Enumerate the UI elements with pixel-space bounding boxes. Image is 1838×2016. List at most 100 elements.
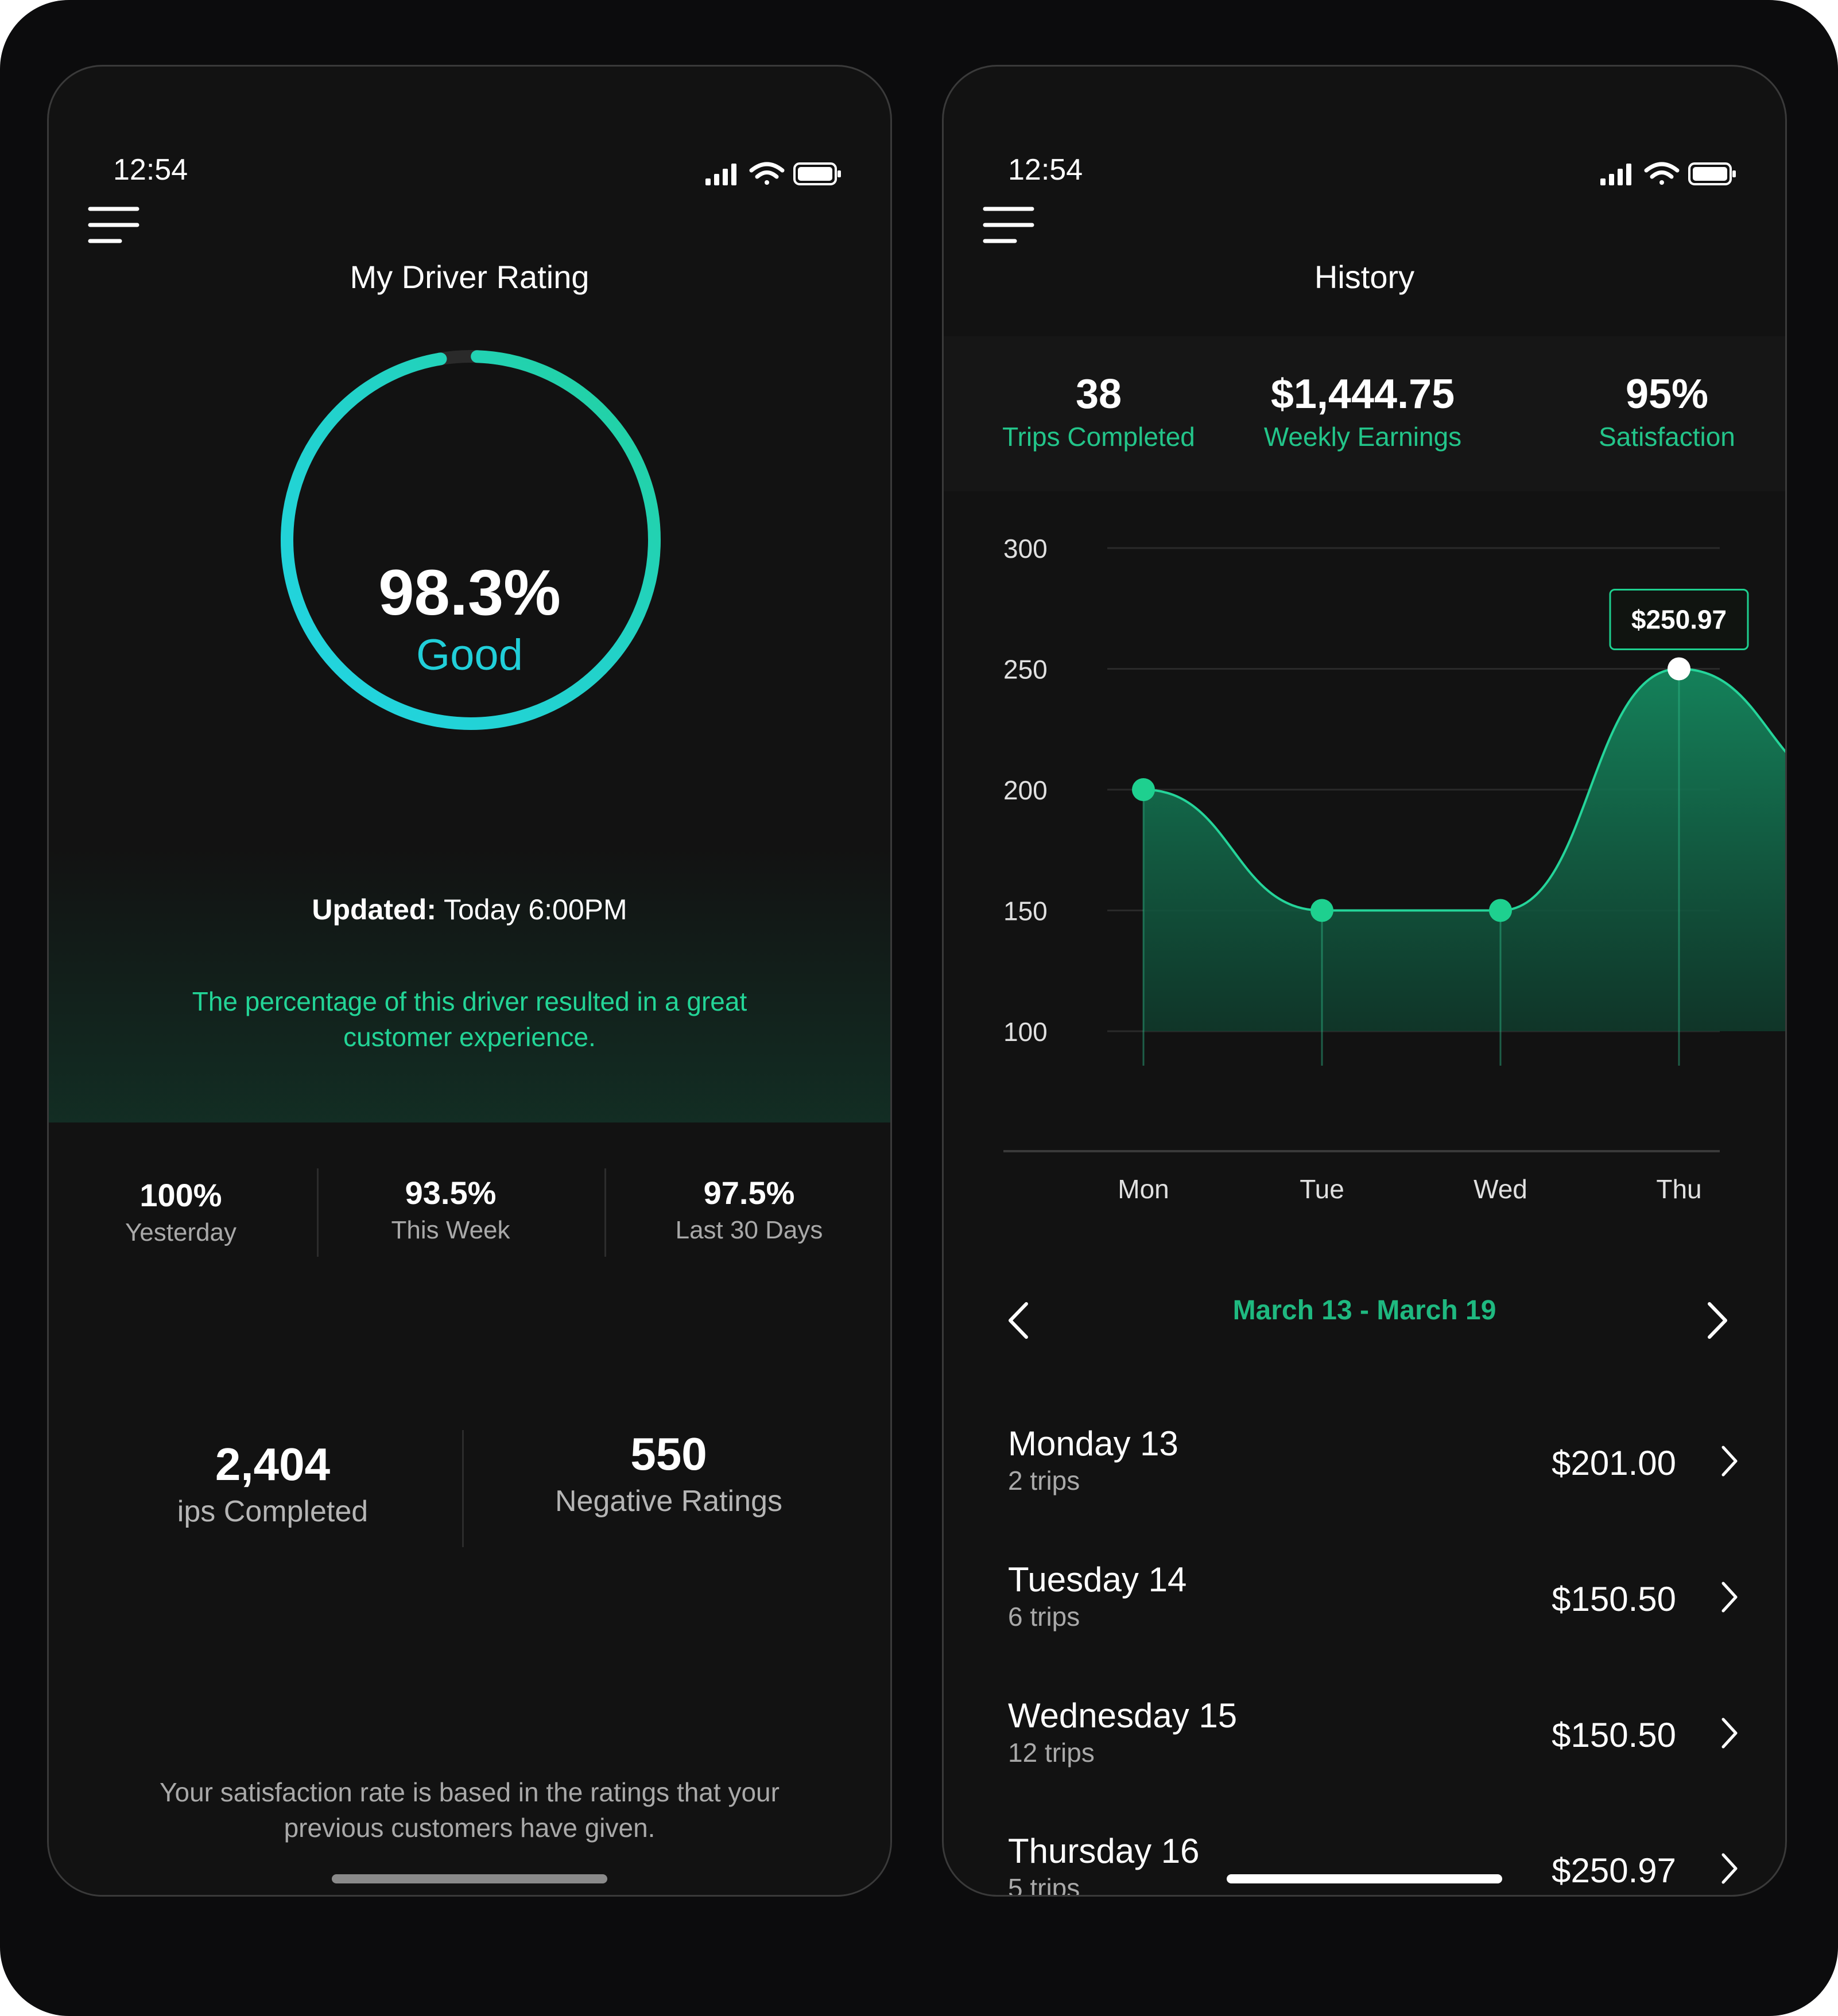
wifi-icon (1644, 162, 1680, 185)
day-trips: 6 trips (1008, 1602, 1080, 1632)
data-point (1310, 899, 1333, 922)
stat-last-30-days: 97.5% Last 30 Days (634, 1174, 864, 1245)
total-value: 550 (630, 1428, 707, 1479)
day-trips: 2 trips (1008, 1466, 1080, 1496)
x-tick-label: Tue (1300, 1174, 1344, 1204)
rating-description: The percentage of this driver resulted i… (192, 986, 747, 1052)
day-trips: 5 trips (1008, 1873, 1080, 1897)
highlighted-point (1668, 657, 1690, 681)
day-amount: $150.50 (1552, 1716, 1676, 1754)
stat-value: 97.5% (703, 1175, 795, 1211)
week-navigation (944, 1277, 1785, 1339)
kpi-weekly-earnings: $1,444.75 Weekly Earnings (1242, 371, 1483, 452)
chevron-right-icon (1721, 1582, 1738, 1613)
updated-value: Today 6:00PM (444, 894, 627, 926)
chevron-right-icon (1721, 1718, 1738, 1749)
day-amount: $201.00 (1552, 1444, 1676, 1482)
area-fill (1143, 669, 1785, 1031)
day-name: Monday 13 (1008, 1424, 1178, 1463)
stat-label: This Week (391, 1216, 510, 1244)
driver-rating-screen: 12:54 (47, 65, 892, 1897)
status-icons (705, 162, 841, 185)
y-tick-label: 300 (1003, 534, 1048, 564)
kpi-satisfaction: 95% Satisfaction (1575, 371, 1759, 452)
total-trips-completed: 2,404 ips Completed (129, 1438, 416, 1529)
stat-yesterday: 100% Yesterday (83, 1176, 278, 1247)
updated-text: Updated: Today 6:00PM (49, 893, 890, 926)
status-time: 12:54 (113, 153, 188, 187)
battery-icon (793, 162, 841, 185)
tooltip-box (1609, 589, 1749, 650)
rating-gauge (281, 350, 661, 730)
day-row-wednesday[interactable]: Wednesday 15 12 trips $150.50 (1008, 1696, 1739, 1805)
kpi-label: Satisfaction (1599, 422, 1735, 452)
menu-icon[interactable] (88, 202, 143, 248)
home-indicator[interactable] (332, 1874, 607, 1883)
total-label: ips Completed (177, 1495, 369, 1528)
wifi-icon (749, 162, 785, 185)
stat-label: Yesterday (125, 1218, 237, 1246)
x-tick-label: Mon (1118, 1174, 1169, 1204)
tooltip: $250.97 (1609, 589, 1749, 650)
history-screen: 12:54 (942, 65, 1787, 1897)
kpi-value: 38 (1075, 371, 1122, 417)
stat-value: 93.5% (405, 1175, 497, 1211)
description-glow (49, 847, 890, 1122)
day-row-tuesday[interactable]: Tuesday 14 6 trips $150.50 (1008, 1560, 1739, 1669)
chart-y-labels: 300 250 200 150 100 (1003, 534, 1048, 1047)
day-amount: $150.50 (1552, 1580, 1676, 1618)
gauge-progress-arc (281, 350, 661, 730)
chevron-left-icon[interactable] (1007, 1300, 1030, 1341)
data-point (1132, 778, 1155, 801)
day-row-thursday[interactable]: Thursday 16 5 trips $250.97 (1008, 1831, 1739, 1897)
total-negative-ratings: 550 Negative Ratings (508, 1428, 829, 1518)
stat-label: Last 30 Days (675, 1216, 823, 1244)
kpi-value: 95% (1625, 371, 1709, 417)
kpi-label: Weekly Earnings (1263, 422, 1462, 452)
kpi-label: Trips Completed (1002, 422, 1195, 452)
chart-points-layer: $250.97 (1132, 589, 1749, 922)
y-tick-label: 250 (1003, 655, 1048, 685)
earnings-chart: $250.97 MonTueWedThuFriSatSun 3002502001… (1003, 534, 1785, 1204)
total-label: Negative Ratings (555, 1485, 782, 1518)
rating-label: Good (416, 631, 523, 679)
day-trips: 12 trips (1008, 1738, 1095, 1768)
status-icons (1600, 162, 1736, 185)
day-name: Wednesday 15 (1008, 1696, 1238, 1735)
battery-icon (1688, 162, 1736, 185)
updated-label: Updated: (312, 894, 436, 926)
y-tick-label: 200 (1003, 775, 1048, 805)
total-value: 2,404 (215, 1439, 331, 1490)
y-tick-label: 150 (1003, 896, 1048, 926)
data-point (1489, 899, 1512, 922)
chevron-right-icon (1721, 1853, 1738, 1884)
chevron-right-icon[interactable] (1706, 1300, 1729, 1341)
stat-this-week: 93.5% This Week (359, 1174, 542, 1245)
cellular-signal-icon (705, 164, 736, 185)
kpi-band (944, 336, 1785, 491)
page-title: My Driver Rating (350, 259, 590, 295)
menu-icon[interactable] (983, 202, 1038, 248)
day-row-monday[interactable]: Monday 13 2 trips $201.00 (1008, 1424, 1739, 1533)
status-time: 12:54 (1008, 153, 1083, 187)
day-name: Tuesday 14 (1008, 1560, 1187, 1599)
chart-x-labels: MonTueWedThuFriSatSun (1118, 1174, 1701, 1204)
home-indicator[interactable] (1227, 1874, 1502, 1883)
divider (604, 1168, 606, 1257)
rating-value: 98.3% (378, 557, 561, 628)
x-tick-label: Thu (1656, 1174, 1701, 1204)
chevron-right-icon (1721, 1446, 1738, 1477)
kpi-trips-completed: 38 Trips Completed (995, 371, 1202, 452)
week-range-label: March 13 - March 19 (1232, 1295, 1496, 1326)
day-amount: $250.97 (1552, 1851, 1676, 1890)
divider (317, 1168, 319, 1257)
y-tick-label: 100 (1003, 1017, 1048, 1047)
x-tick-label: Wed (1473, 1174, 1527, 1204)
tooltip-value: $250.97 (1631, 605, 1727, 635)
page-title: History (1314, 259, 1415, 295)
stats-area (49, 1122, 890, 1895)
kpi-value: $1,444.75 (1270, 371, 1455, 417)
day-name: Thursday 16 (1008, 1832, 1200, 1870)
cellular-signal-icon (1600, 164, 1631, 185)
